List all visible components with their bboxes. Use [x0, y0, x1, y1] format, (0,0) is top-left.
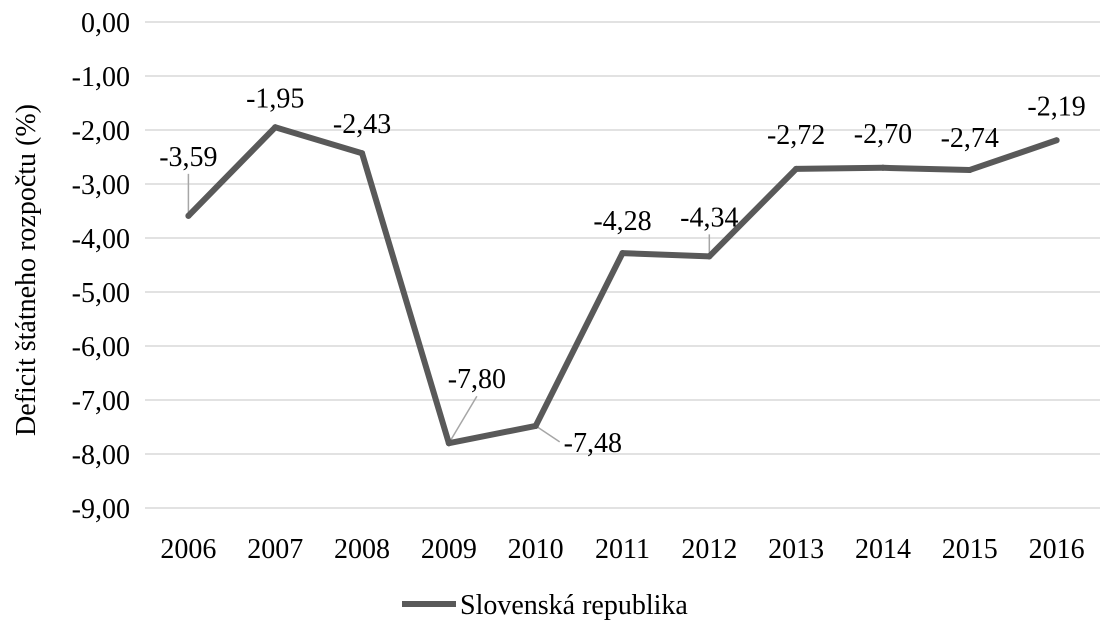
y-tick-label: -3,00 — [72, 170, 130, 201]
series-segment — [619, 250, 713, 260]
y-tick-label: -1,00 — [72, 62, 130, 93]
series-segment — [272, 124, 366, 157]
data-label: -2,70 — [854, 119, 912, 150]
data-point — [793, 165, 800, 172]
series-segment — [359, 150, 452, 447]
legend: Slovenská republika — [402, 590, 688, 621]
data-point — [706, 253, 713, 260]
data-points — [185, 124, 1060, 447]
y-tick-label: 0,00 — [81, 8, 130, 39]
data-label: -2,74 — [941, 123, 999, 154]
data-label: -7,80 — [448, 364, 506, 395]
data-point — [359, 150, 366, 157]
x-tick-label: 2016 — [1029, 534, 1085, 565]
data-point — [879, 164, 886, 171]
data-point — [1053, 137, 1060, 144]
data-label: -7,48 — [564, 428, 622, 459]
series-segment — [445, 422, 539, 447]
legend-label: Slovenská republika — [460, 590, 688, 621]
y-tick-label: -2,00 — [72, 116, 130, 147]
series-segment — [966, 137, 1060, 173]
series-segment — [185, 124, 279, 219]
x-tick-label: 2010 — [508, 534, 564, 565]
x-tick-label: 2011 — [595, 534, 650, 565]
data-label: -3,59 — [159, 142, 217, 173]
y-axis-label: Deficit štátneho rozpočtu (%) — [11, 104, 42, 436]
data-point — [445, 440, 452, 447]
y-tick-label: -4,00 — [72, 224, 130, 255]
y-axis-tick-labels: 0,00 -1,00 -2,00 -3,00 -4,00 -5,00 -6,00 -7,00 -… — [72, 8, 130, 525]
data-label: -4,34 — [680, 202, 738, 233]
x-axis-tick-labels: 2006 2007 2008 2009 2010 2011 2012 2013 2014 2015… — [160, 534, 1084, 565]
data-label: -4,28 — [593, 206, 651, 237]
x-tick-label: 2008 — [334, 534, 390, 565]
data-point — [619, 250, 626, 257]
y-tick-label: -9,00 — [72, 494, 130, 525]
data-label: -1,95 — [246, 83, 304, 114]
data-labels: -3,59 -1,95 -2,43 -7,80 -7,48 -4,28 -4,34 -2,72… — [159, 83, 1086, 459]
x-tick-label: 2006 — [160, 534, 216, 565]
series-segment — [879, 164, 973, 173]
x-tick-label: 2009 — [421, 534, 477, 565]
y-tick-label: -5,00 — [72, 278, 130, 309]
series-segment — [532, 250, 626, 429]
y-tick-label: -6,00 — [72, 332, 130, 363]
series-segment — [793, 164, 886, 172]
data-label-leader — [535, 425, 561, 443]
data-label: -2,43 — [333, 109, 391, 140]
data-label: -2,19 — [1027, 91, 1085, 122]
x-tick-label: 2012 — [681, 534, 737, 565]
x-tick-label: 2014 — [855, 534, 911, 565]
data-label: -2,72 — [767, 120, 825, 151]
data-point — [966, 166, 973, 173]
data-label-leader — [448, 395, 478, 444]
y-tick-label: -8,00 — [72, 440, 130, 471]
series-lines — [185, 124, 1060, 447]
x-tick-label: 2007 — [247, 534, 303, 565]
x-tick-label: 2015 — [942, 534, 998, 565]
y-tick-label: -7,00 — [72, 386, 130, 417]
data-point — [532, 422, 539, 429]
x-tick-label: 2013 — [768, 534, 824, 565]
data-point — [272, 124, 279, 131]
data-point — [185, 212, 192, 219]
gridlines — [145, 21, 1100, 509]
series-segment — [706, 165, 800, 260]
